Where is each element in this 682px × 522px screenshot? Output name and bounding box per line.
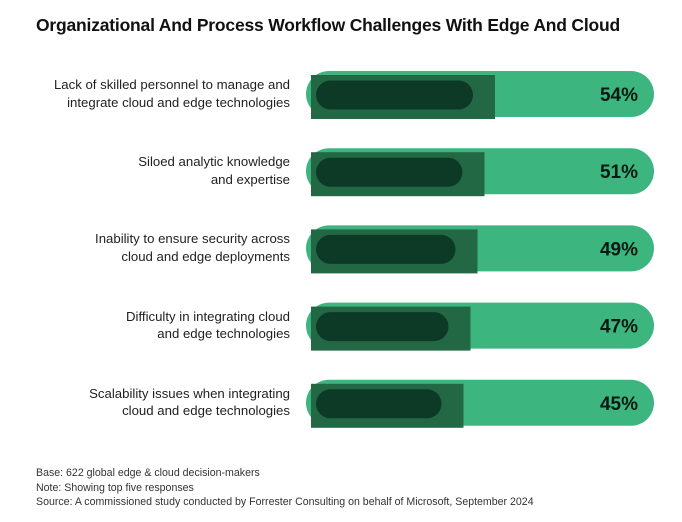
category-label-line: and expertise <box>210 171 290 187</box>
value-label: 54% <box>600 85 638 106</box>
value-label: 49% <box>600 239 638 260</box>
bar-inner-pill <box>316 312 449 342</box>
category-label-line: integrate cloud and edge technologies <box>67 94 290 110</box>
footnote-base: Base: 622 global edge & cloud decision-m… <box>36 467 260 479</box>
category-label: Difficulty in integrating cloud and edge … <box>20 308 290 343</box>
value-label: 47% <box>600 317 638 338</box>
bar-inner-pill <box>316 234 456 264</box>
category-label: Inability to ensure security across cloud… <box>20 230 290 265</box>
footnote-source: Source: A commissioned study conducted b… <box>36 496 534 508</box>
footnote-note: Note: Showing top five responses <box>36 481 194 494</box>
category-label-line: Lack of skilled personnel to manage and <box>53 77 290 92</box>
category-label: Siloed analytic knowledge and expertise <box>20 153 290 188</box>
category-label: Lack of skilled personnel to manage and i… <box>20 76 290 111</box>
category-label-line: Inability to ensure security across <box>95 231 290 247</box>
category-label-line: cloud and edge deployments <box>121 248 290 264</box>
footnotes: Base: 622 global edge & cloud decision-m… <box>36 466 534 510</box>
category-label-line: cloud and edge technologies <box>122 403 290 419</box>
bar-inner-pill <box>316 157 463 187</box>
value-label: 45% <box>600 394 638 415</box>
bar-inner-pill <box>316 389 442 419</box>
category-label: Scalability issues when integrating cloud… <box>20 385 290 420</box>
value-label: 51% <box>600 162 638 183</box>
bar-inner-pill <box>316 80 473 110</box>
category-label-line: and edge technologies <box>157 326 290 342</box>
category-label-line: Siloed analytic knowledge <box>138 154 290 170</box>
chart-title: Organizational And Process Workflow Chal… <box>36 15 620 35</box>
category-label-line: Scalability issues when integrating <box>89 385 290 401</box>
category-label-line: Difficulty in integrating cloud <box>126 308 290 324</box>
